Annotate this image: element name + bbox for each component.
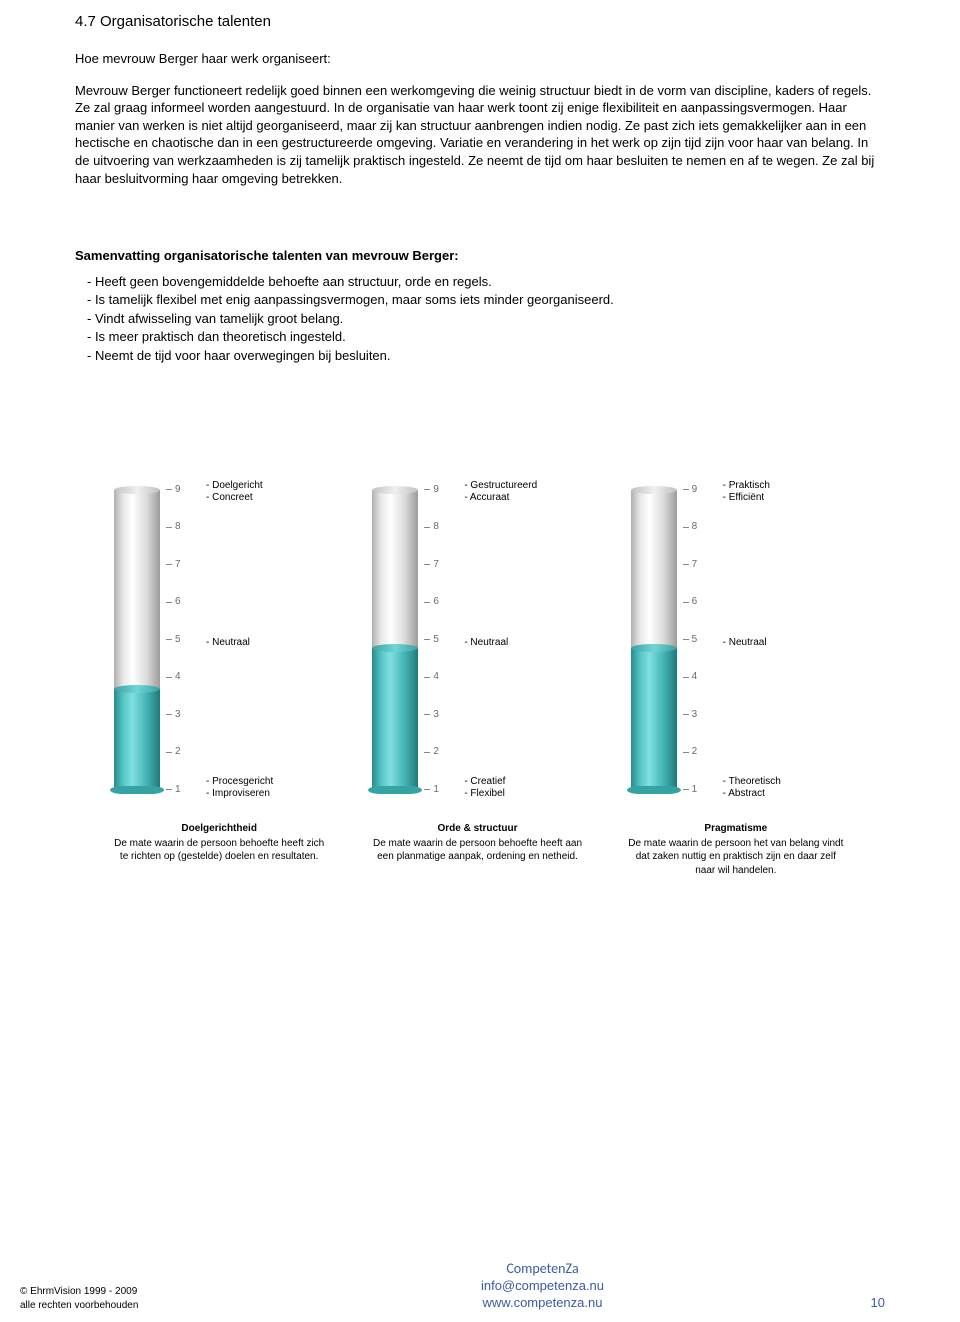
chart-bottom-label: - Procesgericht- Improviseren [206, 776, 273, 800]
intro-line: Hoe mevrouw Berger haar werk organiseert… [75, 50, 885, 68]
scale-tick: 5 [166, 633, 181, 647]
summary-item: - Is tamelijk flexibel met enig aanpassi… [87, 291, 885, 309]
chart-desc-title: Pragmatisme [627, 822, 845, 836]
summary-item: - Neemt de tijd voor haar overwegingen b… [87, 347, 885, 365]
footer-brand: CompetenZa [320, 1260, 765, 1278]
chart-scale: 1 2 3 4 5 6 7 8 9 [683, 484, 723, 794]
chart-top-label: - Gestructureerd- Accuraat [464, 480, 537, 504]
scale-tick: 7 [166, 558, 181, 572]
scale-tick: 8 [424, 520, 439, 534]
scale-tick: 8 [166, 520, 181, 534]
scale-tick: 1 [166, 783, 181, 797]
scale-tick: 6 [424, 595, 439, 609]
footer-rights: alle rechten voorbehouden [20, 1299, 320, 1313]
chart-bottom-label: - Theoretisch- Abstract [723, 776, 781, 800]
chart-mid-label: - Neutraal [464, 637, 508, 649]
scale-tick: 5 [424, 633, 439, 647]
scale-tick: 5 [683, 633, 698, 647]
chart-column: 1 2 3 4 5 6 7 8 9 - Praktisch- Efficiënt- Neutraa… [627, 484, 885, 794]
summary-title: Samenvatting organisatorische talenten v… [75, 247, 885, 265]
cylinder [110, 484, 164, 794]
scale-tick: 8 [683, 520, 698, 534]
footer-copyright: © EhrmVision 1999 - 2009 [20, 1285, 320, 1299]
footer-left: © EhrmVision 1999 - 2009 alle rechten vo… [20, 1285, 320, 1312]
chart-side-labels: - Gestructureerd- Accuraat- Neutraal- Cr… [464, 484, 604, 794]
summary-item: - Vindt afwisseling van tamelijk groot b… [87, 310, 885, 328]
scale-tick: 4 [683, 670, 698, 684]
scale-tick: 2 [166, 745, 181, 759]
chart-description: Orde & structuurDe mate waarin de persoo… [368, 822, 626, 877]
chart-desc-text: De mate waarin de persoon behoefte heeft… [368, 837, 586, 864]
chart-desc-title: Orde & structuur [368, 822, 586, 836]
chart-desc-text: De mate waarin de persoon het van belang… [627, 837, 845, 878]
scale-tick: 3 [683, 708, 698, 722]
scale-tick: 6 [683, 595, 698, 609]
chart-mid-label: - Neutraal [206, 637, 250, 649]
section-title: 4.7 Organisatorische talenten [75, 12, 885, 32]
scale-tick: 9 [424, 483, 439, 497]
footer-page-number: 10 [765, 1294, 885, 1312]
scale-tick: 1 [683, 783, 698, 797]
summary-list: - Heeft geen bovengemiddelde behoefte aa… [87, 273, 885, 365]
scale-tick: 4 [166, 670, 181, 684]
scale-tick: 3 [166, 708, 181, 722]
chart-desc-title: Doelgerichtheid [110, 822, 328, 836]
chart-descriptions: DoelgerichtheidDe mate waarin de persoon… [75, 822, 885, 877]
scale-tick: 2 [683, 745, 698, 759]
scale-tick: 6 [166, 595, 181, 609]
chart-bottom-label: - Creatief- Flexibel [464, 776, 505, 800]
chart-column: 1 2 3 4 5 6 7 8 9 - Doelgericht- Concreet- Neutra… [110, 484, 368, 794]
scale-tick: 7 [683, 558, 698, 572]
scale-tick: 9 [166, 483, 181, 497]
body-paragraph: Mevrouw Berger functioneert redelijk goe… [75, 82, 885, 187]
scale-tick: 2 [424, 745, 439, 759]
chart-top-label: - Doelgericht- Concreet [206, 480, 263, 504]
cylinder [627, 484, 681, 794]
scale-tick: 1 [424, 783, 439, 797]
chart-mid-label: - Neutraal [723, 637, 767, 649]
chart-scale: 1 2 3 4 5 6 7 8 9 [424, 484, 464, 794]
charts-row: 1 2 3 4 5 6 7 8 9 - Doelgericht- Concreet- Neutra… [75, 484, 885, 794]
chart-description: PragmatismeDe mate waarin de persoon het… [627, 822, 885, 877]
scale-tick: 7 [424, 558, 439, 572]
chart-description: DoelgerichtheidDe mate waarin de persoon… [110, 822, 368, 877]
chart-desc-text: De mate waarin de persoon behoefte heeft… [110, 837, 328, 864]
summary-item: - Is meer praktisch dan theoretisch inge… [87, 328, 885, 346]
scale-tick: 4 [424, 670, 439, 684]
chart-side-labels: - Praktisch- Efficiënt- Neutraal- Theore… [723, 484, 863, 794]
cylinder [368, 484, 422, 794]
chart-column: 1 2 3 4 5 6 7 8 9 - Gestructureerd- Accuraat- Neu… [368, 484, 626, 794]
scale-tick: 9 [683, 483, 698, 497]
scale-tick: 3 [424, 708, 439, 722]
footer-email: info@competenza.nu [320, 1278, 765, 1295]
footer-url: www.competenza.nu [320, 1295, 765, 1312]
page-footer: © EhrmVision 1999 - 2009 alle rechten vo… [0, 1260, 960, 1312]
chart-side-labels: - Doelgericht- Concreet- Neutraal- Proce… [206, 484, 346, 794]
chart-top-label: - Praktisch- Efficiënt [723, 480, 770, 504]
summary-item: - Heeft geen bovengemiddelde behoefte aa… [87, 273, 885, 291]
chart-scale: 1 2 3 4 5 6 7 8 9 [166, 484, 206, 794]
footer-center: CompetenZa info@competenza.nu www.compet… [320, 1260, 765, 1312]
